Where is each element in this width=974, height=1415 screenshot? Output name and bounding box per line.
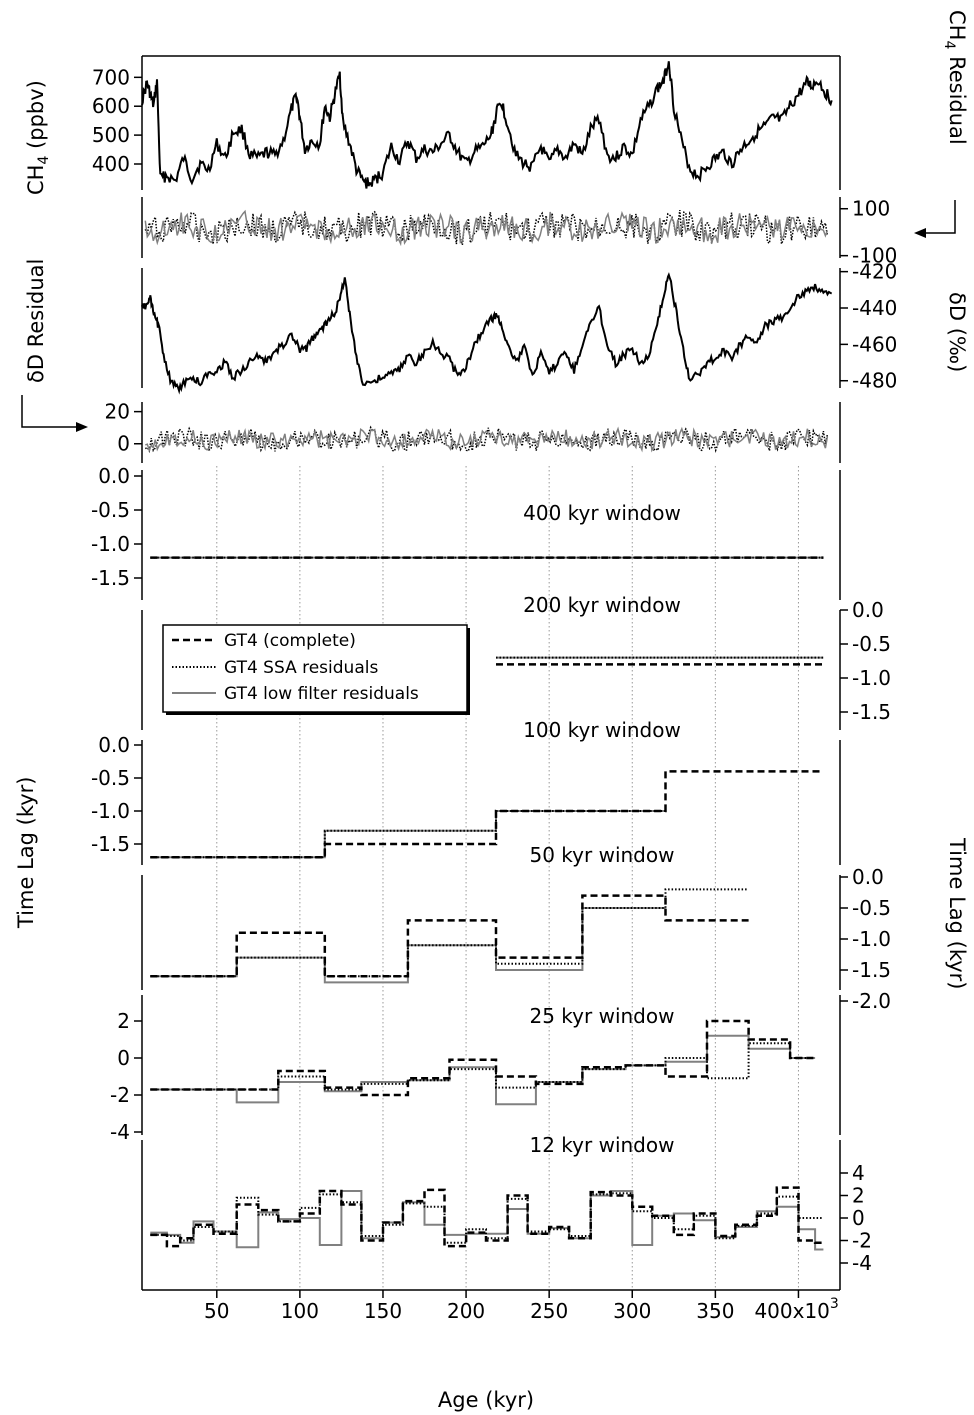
ch4-symbol: CH bbox=[24, 165, 48, 195]
lag-tick-label: -2 bbox=[110, 1083, 130, 1107]
lag-tick-label: -2.0 bbox=[852, 989, 891, 1013]
lag-tick-label: -0.5 bbox=[91, 766, 130, 790]
ch4-tick-label: 400 bbox=[92, 152, 130, 176]
lag-step-series bbox=[150, 1042, 816, 1091]
ch4-residual-arrow-line bbox=[924, 200, 956, 234]
time-lag-left-axis-label: Time Lag (kyr) bbox=[14, 776, 38, 929]
lag-tick-label: -0.5 bbox=[852, 896, 891, 920]
lag-tick-label: -1.0 bbox=[91, 799, 130, 823]
x-tick-label: 300 bbox=[613, 1299, 651, 1323]
lag-tick-label: 0.0 bbox=[98, 464, 130, 488]
dD-axis-label: δD (‰) bbox=[945, 292, 969, 372]
ch4-residual-word: Residual bbox=[945, 49, 969, 144]
x-tick-label-last: 400x103 bbox=[754, 1296, 838, 1323]
lag-tick-label: -1.5 bbox=[852, 958, 891, 982]
vertical-gridlines bbox=[216, 466, 799, 1290]
lag-tick-label: 0.0 bbox=[98, 733, 130, 757]
lag-tick-label: -1.5 bbox=[91, 832, 130, 856]
dD-tick-label: -440 bbox=[852, 296, 897, 320]
lag-step-series bbox=[150, 770, 824, 859]
dD-residual-axis-label: δD Residual bbox=[24, 259, 48, 383]
legend-shadow-bottom bbox=[166, 712, 470, 715]
ch4-tick-label: 700 bbox=[92, 65, 130, 89]
lag-step-series bbox=[150, 894, 749, 978]
lag-tick-label: -4 bbox=[852, 1251, 872, 1275]
ch4-axis-label: CH4 (ppbv) bbox=[24, 80, 52, 195]
lag-step-series bbox=[150, 1192, 824, 1244]
lag-tick-label: -1.0 bbox=[91, 532, 130, 556]
dD-tick-label: -460 bbox=[852, 332, 897, 356]
legend-shadow-right bbox=[467, 628, 470, 715]
ch4-residual-tick-label: 100 bbox=[852, 197, 890, 221]
x-tick-label: 100 bbox=[281, 1299, 319, 1323]
x-tick-label: 200 bbox=[447, 1299, 485, 1323]
ch4-subscript: 4 bbox=[36, 156, 52, 165]
x-tick-label: 250 bbox=[530, 1299, 568, 1323]
x-tick-label: 50 bbox=[204, 1299, 229, 1323]
lag-tick-label: 0.0 bbox=[852, 598, 884, 622]
legend-label-ssa: GT4 SSA residuals bbox=[224, 658, 378, 678]
dD-residual-ssa-line bbox=[144, 425, 829, 453]
ch4-residual-symbol: CH bbox=[945, 10, 969, 40]
lag-tick-label: 2 bbox=[852, 1184, 865, 1208]
x-axis-title: Age (kyr) bbox=[438, 1388, 534, 1412]
ch4-tick-label: 500 bbox=[92, 123, 130, 147]
x-tick-exponent: 3 bbox=[830, 1296, 839, 1312]
dD-residual-arrowhead bbox=[76, 422, 88, 432]
window-label: 25 kyr window bbox=[530, 1004, 675, 1028]
ch4-tick-label: 600 bbox=[92, 94, 130, 118]
ch4-residual-axis-label: CH4 Residual bbox=[941, 10, 969, 145]
x-tick-label: 150 bbox=[364, 1299, 402, 1323]
lag-step-series bbox=[150, 1019, 816, 1097]
x-tick-label: 350 bbox=[696, 1299, 734, 1323]
window-label: 400 kyr window bbox=[523, 501, 681, 525]
dD-residual-tick-label: 0 bbox=[117, 432, 130, 456]
lag-tick-label: 2 bbox=[117, 1009, 130, 1033]
lag-tick-label: 0 bbox=[852, 1206, 865, 1230]
ch4-residual-tick-label: -100 bbox=[852, 244, 897, 268]
time-lag-right-axis-label: Time Lag (kyr) bbox=[945, 837, 969, 990]
lag-tick-label: 0 bbox=[117, 1046, 130, 1070]
plot-series bbox=[141, 61, 833, 1251]
legend-label-complete: GT4 (complete) bbox=[224, 631, 356, 651]
legend: GT4 (complete) GT4 SSA residuals GT4 low… bbox=[162, 624, 470, 715]
dD-tick-label: -420 bbox=[852, 260, 897, 284]
lag-tick-label: 4 bbox=[852, 1161, 865, 1185]
lag-tick-label: -2 bbox=[852, 1229, 872, 1253]
lag-tick-label: -0.5 bbox=[852, 632, 891, 656]
ch4-residual-subscript: 4 bbox=[941, 40, 957, 49]
lag-tick-label: -0.5 bbox=[91, 498, 130, 522]
ch4-residual-lowfilter-line bbox=[144, 209, 829, 247]
tick-labels: 50 100 150 200 250 300 350 400x103400500600700-… bbox=[91, 65, 897, 1323]
lag-tick-label: -1.5 bbox=[852, 700, 891, 724]
window-label: 50 kyr window bbox=[530, 843, 675, 867]
dD-residual-tick-label: 20 bbox=[105, 400, 130, 424]
lag-step-series bbox=[150, 1034, 816, 1106]
ch4-unit: (ppbv) bbox=[24, 80, 48, 155]
dD-series-line bbox=[141, 272, 833, 395]
lag-tick-label: -4 bbox=[110, 1120, 130, 1144]
dD-tick-label: -480 bbox=[852, 369, 897, 393]
lag-tick-label: -1.5 bbox=[91, 566, 130, 590]
lag-tick-label: -1.0 bbox=[852, 666, 891, 690]
lag-tick-label: 0.0 bbox=[852, 865, 884, 889]
lag-step-series bbox=[150, 1186, 824, 1248]
lag-tick-label: -1.0 bbox=[852, 927, 891, 951]
legend-box bbox=[162, 624, 468, 713]
ch4-series-line bbox=[141, 61, 833, 189]
ch4-residual-arrowhead bbox=[914, 228, 926, 238]
dD-residual-lowfilter-line bbox=[145, 426, 829, 453]
panel-axes bbox=[141, 55, 841, 1291]
window-label: 12 kyr window bbox=[530, 1133, 675, 1157]
window-label: 200 kyr window bbox=[523, 593, 681, 617]
window-label: 100 kyr window bbox=[523, 718, 681, 742]
lag-step-series bbox=[150, 888, 749, 978]
legend-label-lowfilter: GT4 low filter residuals bbox=[224, 684, 419, 704]
dD-residual-arrow-line bbox=[21, 395, 78, 428]
